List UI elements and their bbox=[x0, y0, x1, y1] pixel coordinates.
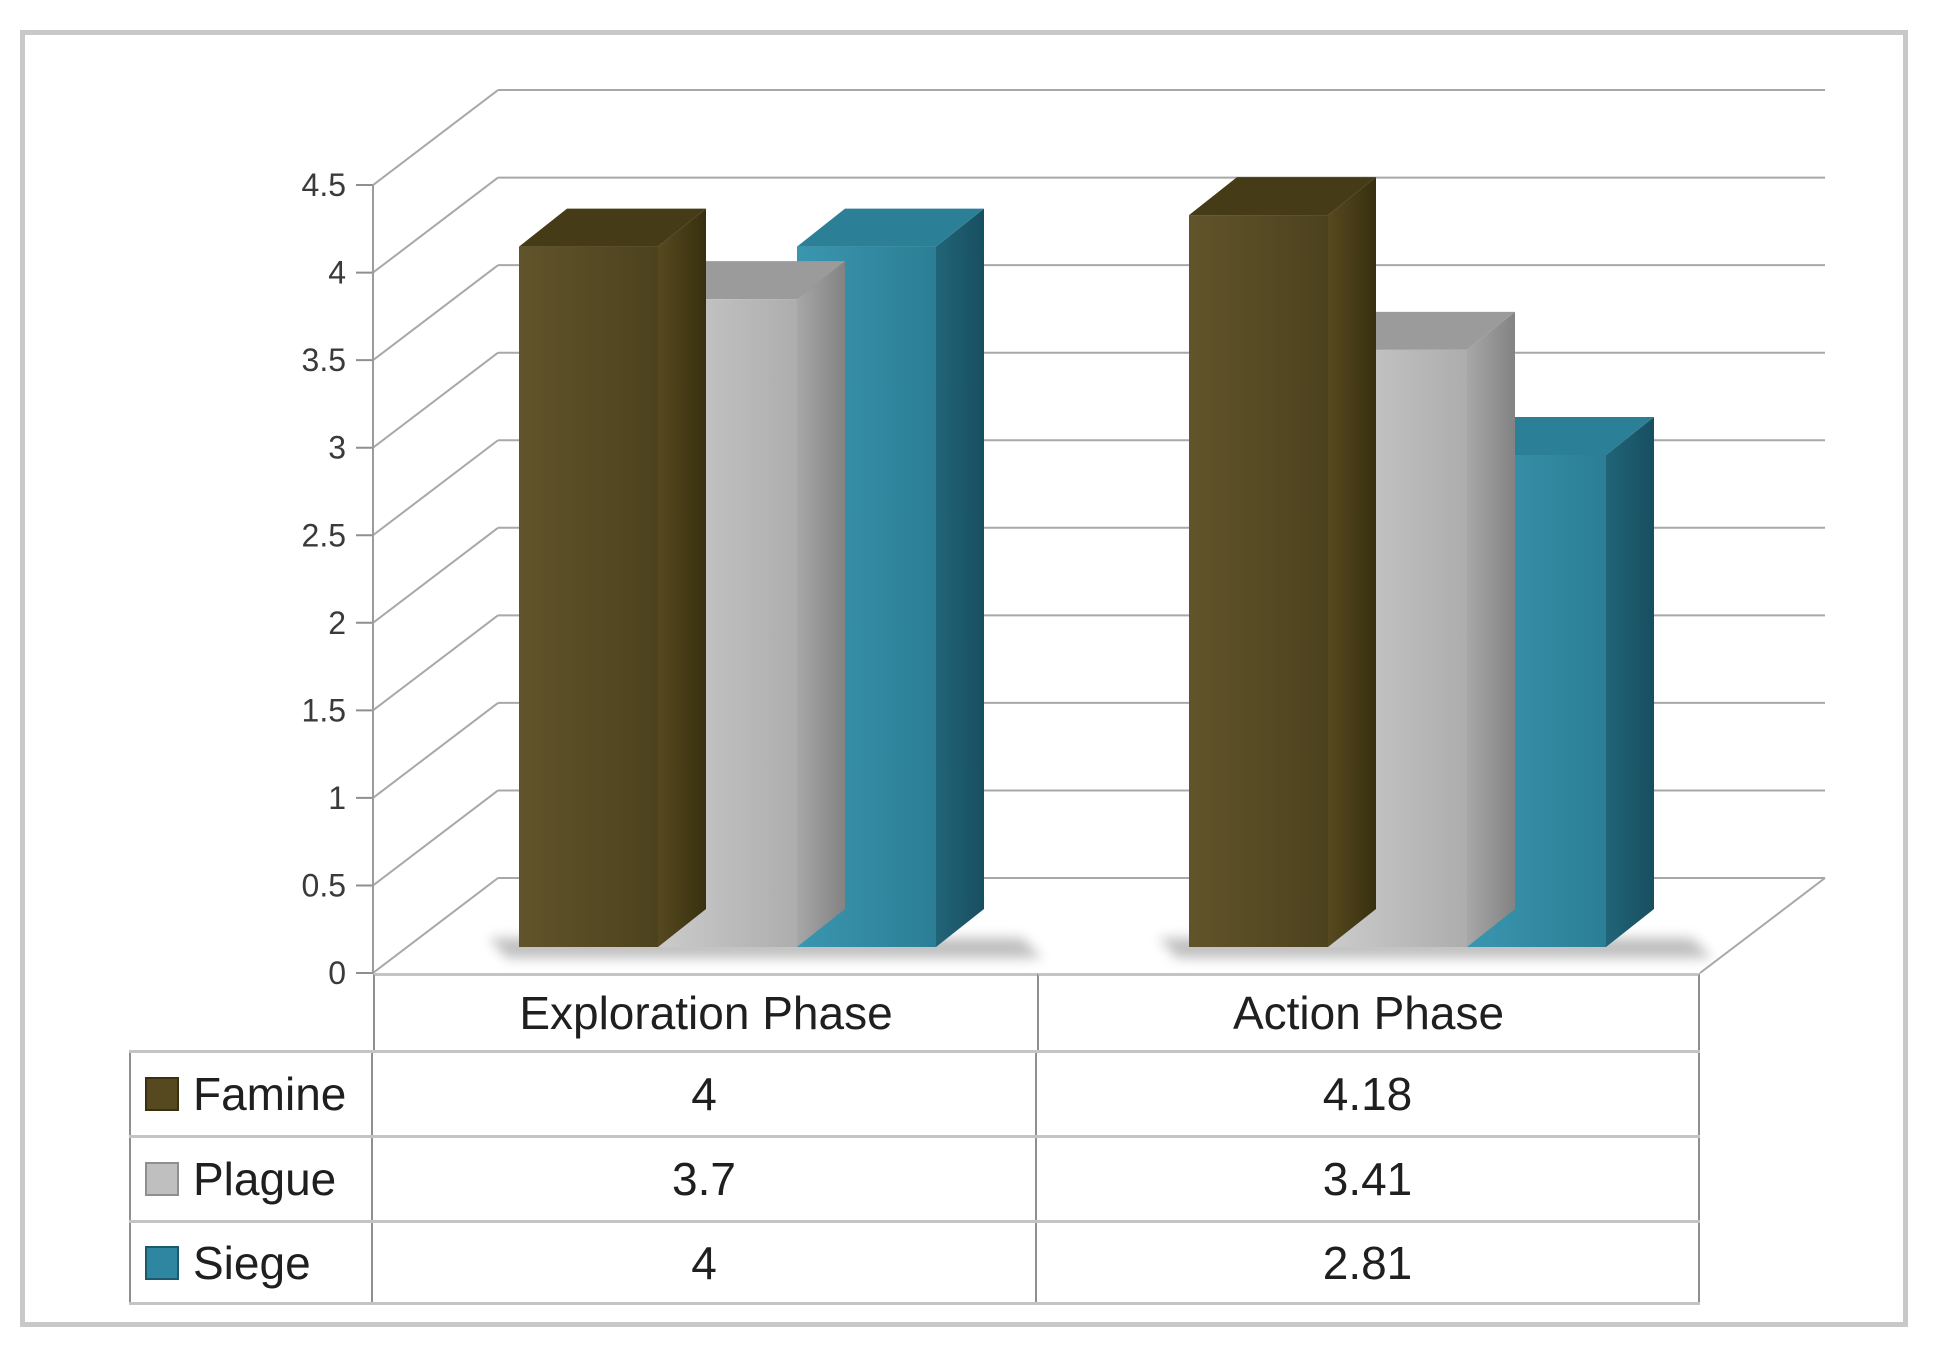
value-plague-action: 3.41 bbox=[1037, 1138, 1700, 1220]
category-axis-row: Exploration Phase Action Phase bbox=[373, 973, 1700, 1050]
category-header-exploration-phase: Exploration Phase bbox=[373, 973, 1037, 1050]
category-header-action-phase: Action Phase bbox=[1037, 973, 1700, 1050]
value-famine-exploration: 4 bbox=[373, 1053, 1037, 1135]
value-siege-action: 2.81 bbox=[1037, 1223, 1700, 1302]
table-row-siege: Siege 4 2.81 bbox=[129, 1220, 1700, 1305]
legend-label-plague: Plague bbox=[193, 1153, 337, 1205]
chart-data-table: Famine 4 4.18 Plague 3.7 3.41 Siege 4 2.… bbox=[129, 1050, 1700, 1305]
legend-key-siege: Siege bbox=[129, 1223, 373, 1302]
value-famine-action: 4.18 bbox=[1037, 1053, 1700, 1135]
table-row-plague: Plague 3.7 3.41 bbox=[129, 1135, 1700, 1220]
siege-series-swatch-icon bbox=[145, 1245, 179, 1280]
value-plague-exploration: 3.7 bbox=[373, 1138, 1037, 1220]
legend-key-famine: Famine bbox=[129, 1053, 373, 1135]
value-siege-exploration: 4 bbox=[373, 1223, 1037, 1302]
plague-series-swatch-icon bbox=[145, 1162, 179, 1196]
table-row-famine: Famine 4 4.18 bbox=[129, 1050, 1700, 1135]
legend-label-siege: Siege bbox=[193, 1236, 311, 1289]
legend-label-famine: Famine bbox=[193, 1068, 347, 1120]
famine-series-swatch-icon bbox=[145, 1077, 179, 1111]
legend-key-plague: Plague bbox=[129, 1138, 373, 1220]
